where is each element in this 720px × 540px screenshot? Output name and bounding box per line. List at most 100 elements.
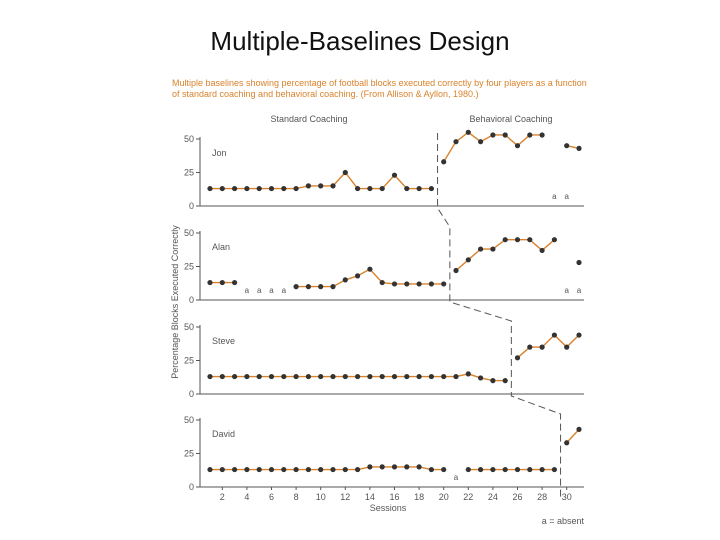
data-point bbox=[342, 373, 348, 380]
data-point bbox=[355, 466, 361, 473]
data-point bbox=[465, 257, 471, 263]
y-tick-label: 25 bbox=[184, 168, 194, 178]
phase-label-standard: Standard Coaching bbox=[270, 114, 347, 124]
data-point bbox=[441, 466, 447, 473]
y-tick-label: 50 bbox=[184, 134, 194, 144]
data-point bbox=[416, 185, 422, 192]
data-point bbox=[453, 139, 459, 145]
data-point bbox=[564, 143, 570, 149]
data-point bbox=[539, 132, 545, 138]
data-point bbox=[318, 466, 324, 473]
data-point bbox=[490, 132, 496, 138]
data-point bbox=[478, 139, 484, 145]
data-point bbox=[268, 466, 275, 473]
data-point bbox=[453, 373, 459, 380]
data-point bbox=[391, 373, 398, 380]
data-point bbox=[367, 185, 373, 192]
x-tick-label: 4 bbox=[244, 492, 249, 502]
slide-title: Multiple-Baselines Design bbox=[210, 26, 510, 56]
x-tick-label: 6 bbox=[269, 492, 274, 502]
data-point bbox=[478, 246, 484, 252]
phase-label-behavioral: Behavioral Coaching bbox=[469, 114, 552, 124]
data-point bbox=[502, 237, 508, 243]
data-point bbox=[305, 284, 311, 290]
data-point bbox=[305, 466, 311, 473]
x-tick-label: 16 bbox=[389, 492, 399, 502]
x-tick-label: 22 bbox=[463, 492, 473, 502]
absent-marker: a bbox=[564, 192, 569, 201]
data-point bbox=[391, 281, 398, 287]
data-point bbox=[490, 246, 496, 252]
data-point bbox=[232, 466, 238, 473]
data-point bbox=[330, 373, 336, 380]
data-point bbox=[367, 373, 373, 380]
data-point bbox=[502, 132, 508, 138]
data-point bbox=[391, 464, 398, 470]
data-point bbox=[207, 466, 213, 473]
data-point bbox=[342, 169, 348, 176]
data-point bbox=[428, 466, 434, 473]
data-point bbox=[502, 466, 508, 473]
y-axis-label: Percentage Blocks Executed Correctly bbox=[170, 225, 180, 379]
data-point bbox=[527, 237, 533, 243]
data-point bbox=[576, 426, 582, 432]
y-tick-label: 25 bbox=[184, 262, 194, 272]
data-point bbox=[379, 185, 385, 192]
absent-marker: a bbox=[564, 286, 569, 295]
data-point bbox=[539, 344, 545, 350]
panel-name-david: David bbox=[212, 429, 235, 439]
data-point bbox=[576, 332, 582, 338]
data-point bbox=[465, 466, 471, 473]
data-point bbox=[478, 466, 484, 473]
data-point bbox=[293, 373, 299, 380]
panel-name-alan: Alan bbox=[212, 242, 230, 252]
data-point bbox=[256, 185, 262, 192]
series-line bbox=[566, 428, 580, 444]
data-point bbox=[527, 344, 533, 350]
series-line bbox=[455, 238, 555, 272]
series-line bbox=[517, 334, 580, 359]
data-point bbox=[232, 279, 238, 286]
data-point bbox=[514, 466, 521, 473]
data-point bbox=[551, 466, 558, 473]
y-tick-label: 50 bbox=[184, 415, 194, 425]
data-point bbox=[293, 284, 299, 290]
absent-marker: a bbox=[552, 192, 557, 201]
data-point bbox=[318, 183, 324, 189]
data-point bbox=[527, 132, 533, 138]
data-point bbox=[355, 273, 361, 279]
data-point bbox=[207, 279, 213, 286]
y-tick-label: 25 bbox=[184, 449, 194, 459]
data-point bbox=[416, 281, 422, 287]
data-point bbox=[564, 344, 570, 350]
x-axis-label: Sessions bbox=[370, 503, 407, 513]
data-point bbox=[305, 373, 311, 380]
data-point bbox=[330, 183, 336, 189]
data-point bbox=[305, 183, 311, 189]
data-point bbox=[465, 371, 471, 377]
x-tick-label: 18 bbox=[414, 492, 424, 502]
data-point bbox=[342, 277, 348, 283]
data-point bbox=[281, 185, 287, 192]
data-point bbox=[256, 373, 262, 380]
x-tick-label: 12 bbox=[340, 492, 350, 502]
data-point bbox=[539, 247, 545, 254]
data-point bbox=[416, 464, 422, 470]
data-point bbox=[207, 373, 213, 380]
x-tick-label: 2 bbox=[220, 492, 225, 502]
phase-change-line bbox=[437, 133, 562, 497]
data-point bbox=[281, 373, 287, 380]
data-point bbox=[256, 466, 262, 473]
absent-marker: a bbox=[257, 286, 262, 295]
data-point bbox=[514, 143, 521, 149]
data-point bbox=[551, 237, 558, 243]
data-point bbox=[207, 185, 213, 192]
data-point bbox=[502, 378, 508, 384]
data-point bbox=[404, 373, 410, 380]
data-point bbox=[219, 373, 225, 380]
y-tick-label: 50 bbox=[184, 228, 194, 238]
x-tick-label: 14 bbox=[365, 492, 375, 502]
x-tick-label: 30 bbox=[562, 492, 572, 502]
